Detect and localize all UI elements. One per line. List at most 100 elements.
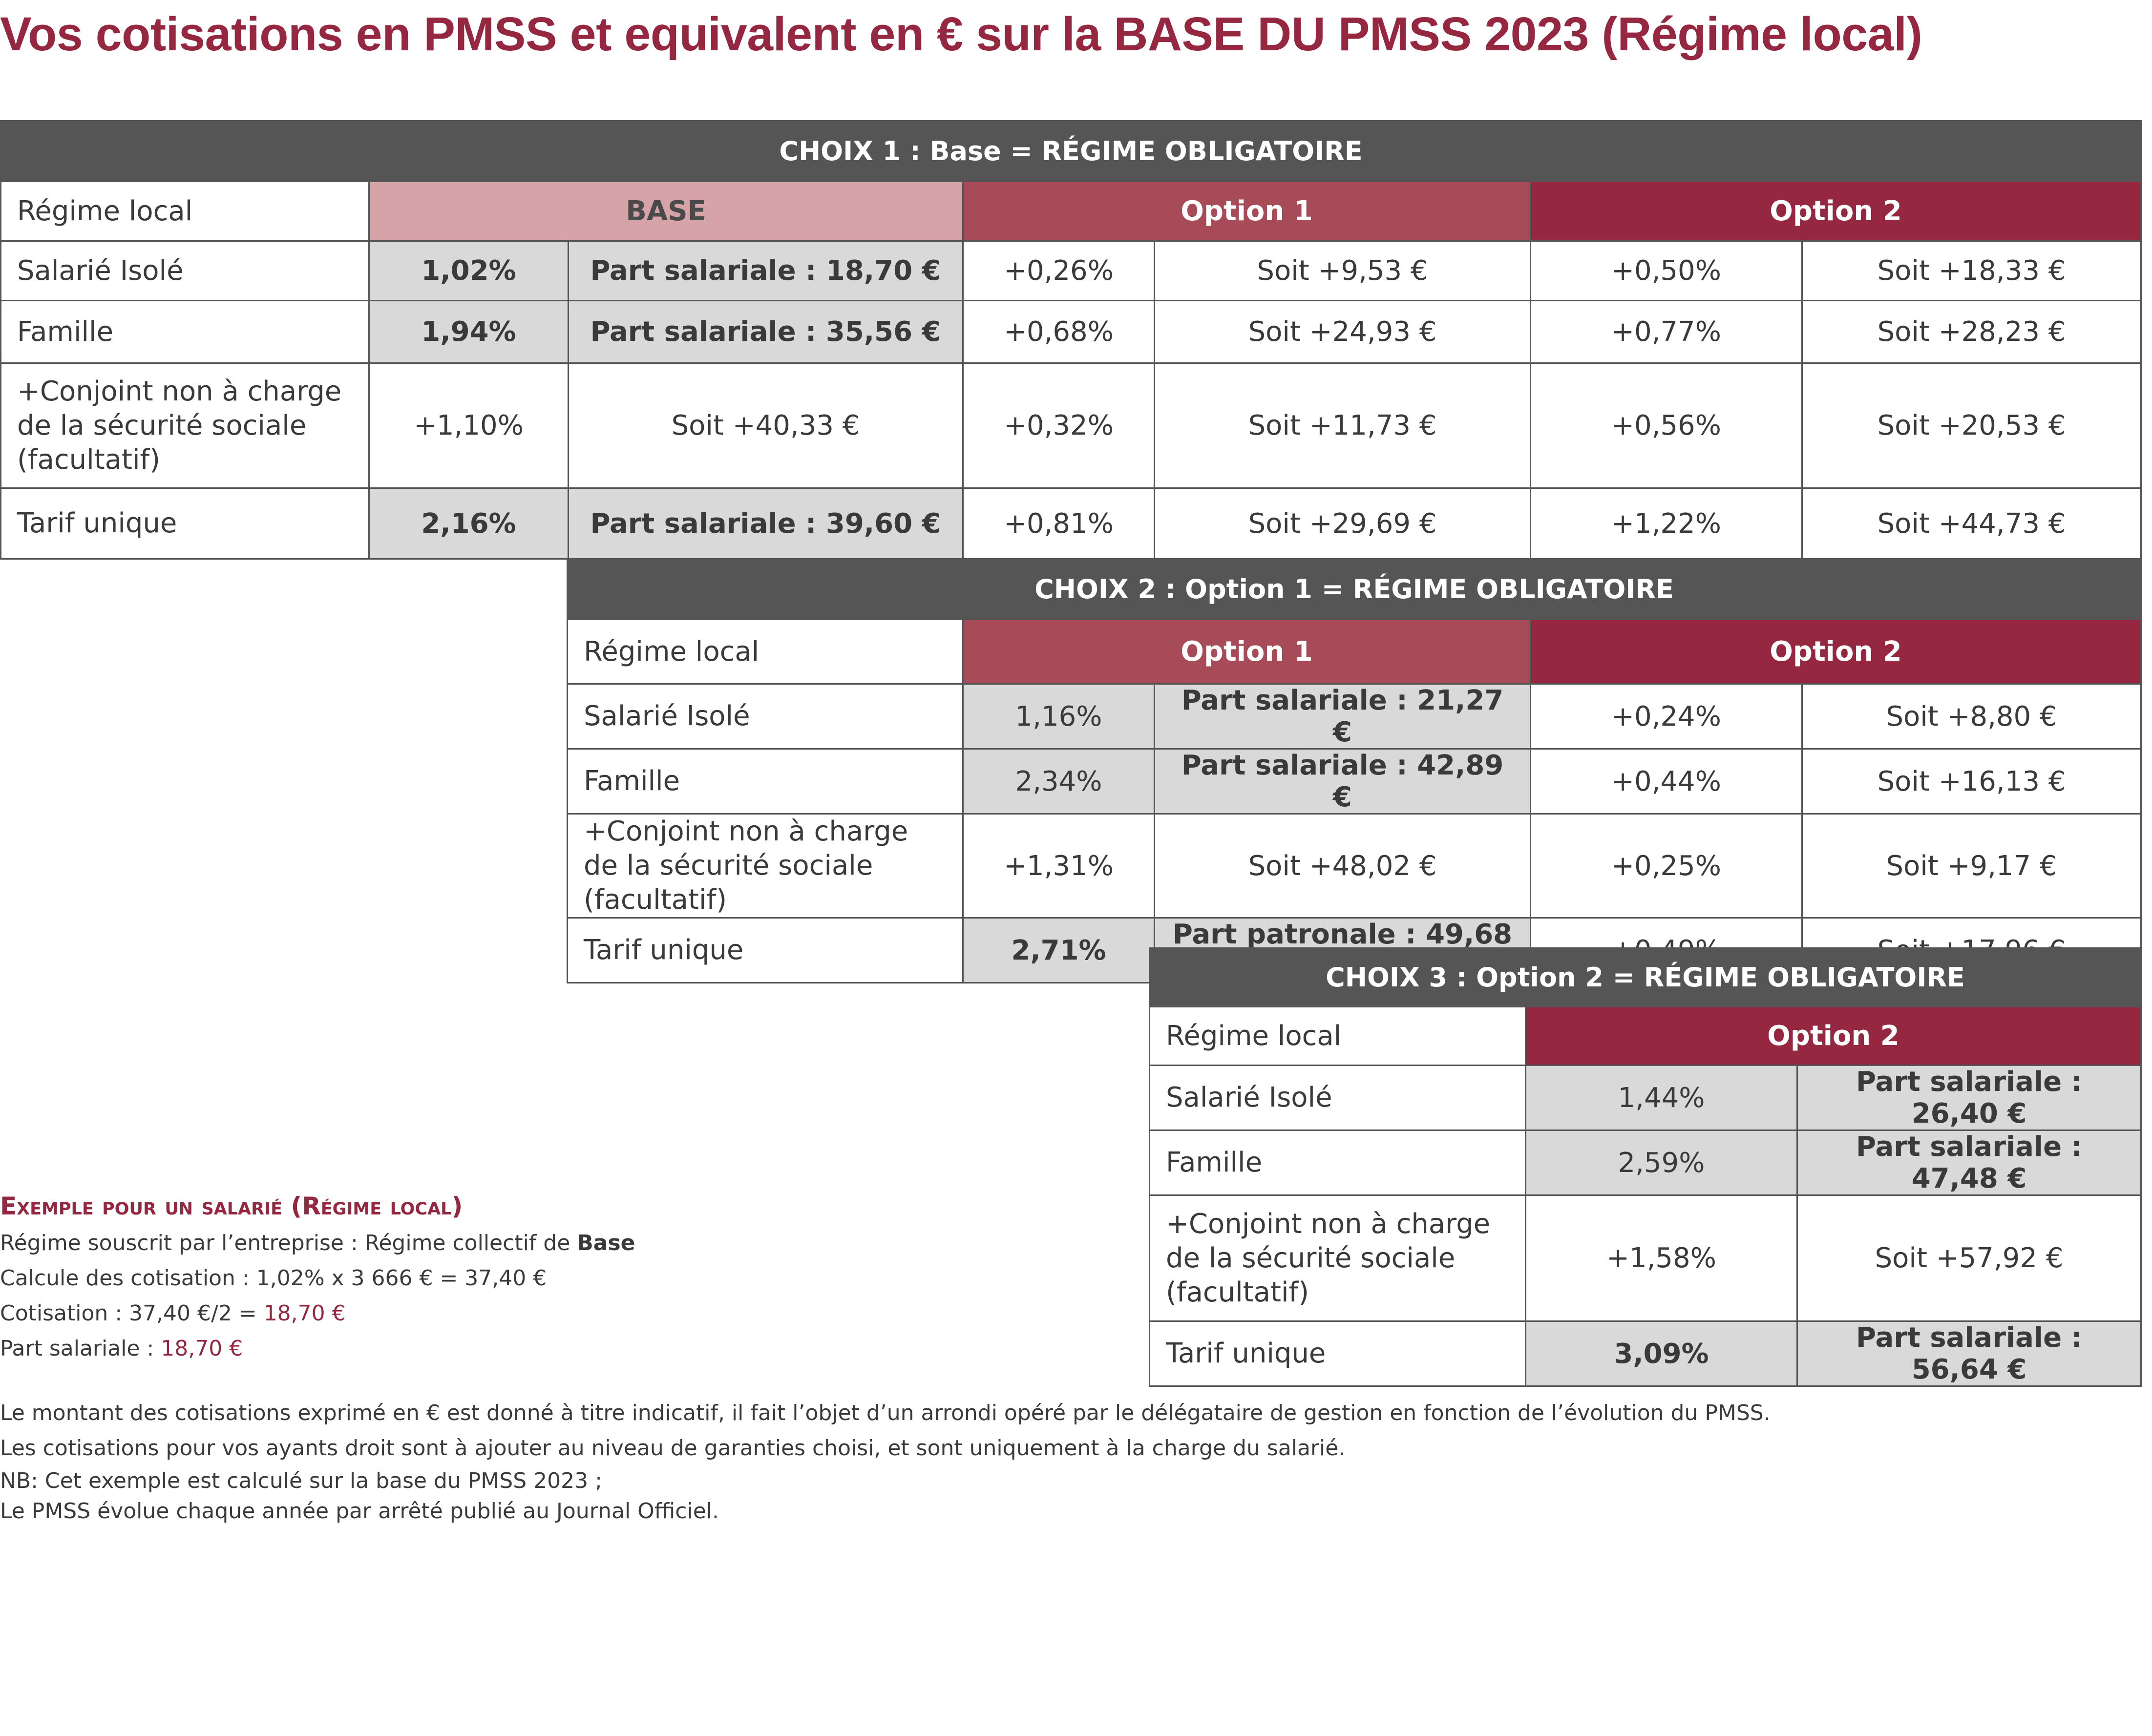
choix1-table: CHOIX 1 : Base = RÉGIME OBLIGATOIRE Régi… xyxy=(0,120,2142,560)
option1-pct: +0,26% xyxy=(962,240,1155,301)
example-value: 18,70 € xyxy=(161,1336,243,1361)
example-line-cotisation: Cotisation : 37,40 €/2 = 18,70 € xyxy=(0,1296,635,1331)
row-label: +Conjoint non à charge de la sécurité so… xyxy=(567,813,964,919)
table-row: Famille 2,34% Part salariale : 42,89 € +… xyxy=(567,748,2142,815)
option2-pct: +1,58% xyxy=(1525,1194,1798,1322)
example-line-regime: Régime souscrit par l’entreprise : Régim… xyxy=(0,1226,635,1261)
base-pct: 2,16% xyxy=(368,487,569,560)
base-pct: +1,10% xyxy=(368,362,569,489)
option2-pct: 1,44% xyxy=(1525,1065,1798,1131)
table-row: +Conjoint non à charge de la sécurité so… xyxy=(567,813,2142,919)
row-label: +Conjoint non à charge de la sécurité so… xyxy=(1149,1194,1526,1322)
option1-pct: 2,34% xyxy=(962,748,1155,815)
option1-pct: +1,31% xyxy=(962,813,1155,919)
table-row: Famille 1,94% Part salariale : 35,56 € +… xyxy=(0,300,2142,364)
choix1-header: CHOIX 1 : Base = RÉGIME OBLIGATOIRE xyxy=(0,120,2142,182)
note: Le montant des cotisations exprimé en € … xyxy=(0,1401,1771,1425)
row-label: Tarif unique xyxy=(0,487,370,560)
table-row: Famille 2,59% Part salariale : 47,48 € xyxy=(1149,1129,2142,1196)
option2-pct: +0,56% xyxy=(1530,362,1803,489)
base-pct: 1,94% xyxy=(368,300,569,364)
option1-eur: Part salariale : 21,27 € xyxy=(1154,683,1531,750)
base-eur: Soit +40,33 € xyxy=(568,362,964,489)
row-label: Salarié Isolé xyxy=(0,240,370,301)
option2-eur: Part salariale : 26,40 € xyxy=(1796,1065,2142,1131)
option2-pct: +0,25% xyxy=(1530,813,1803,919)
base-eur: Part salariale : 39,60 € xyxy=(568,487,964,560)
example-title: Exemple pour un salarié (Régime local) xyxy=(0,1192,463,1220)
option2-pct: +0,50% xyxy=(1530,240,1803,301)
row-label: Famille xyxy=(1149,1129,1526,1196)
option2-eur: Soit +8,80 € xyxy=(1801,683,2142,750)
option1-pct: +0,68% xyxy=(962,300,1155,364)
option2-pct: +0,77% xyxy=(1530,300,1803,364)
option2-eur: Soit +57,92 € xyxy=(1796,1194,2142,1322)
option1-eur: Soit +24,93 € xyxy=(1154,300,1531,364)
choix2-col-option2: Option 2 xyxy=(1529,619,2142,685)
option1-eur: Soit +48,02 € xyxy=(1154,813,1531,919)
row-label: +Conjoint non à charge de la sécurité so… xyxy=(0,362,370,489)
option1-pct: 1,16% xyxy=(962,683,1155,750)
example-line-calcul: Calcule des cotisation : 1,02% x 3 666 €… xyxy=(0,1266,547,1291)
row-label: Tarif unique xyxy=(1149,1320,1526,1387)
option2-eur: Soit +16,13 € xyxy=(1801,748,2142,815)
base-eur: Part salariale : 18,70 € xyxy=(568,240,964,301)
note: Le PMSS évolue chaque année par arrêté p… xyxy=(0,1499,719,1524)
footnotes: Le montant des cotisations exprimé en € … xyxy=(0,1396,1771,1527)
row-label: Salarié Isolé xyxy=(567,683,964,750)
option2-pct: +0,24% xyxy=(1530,683,1803,750)
table-row: Salarié Isolé 1,44% Part salariale : 26,… xyxy=(1149,1065,2142,1131)
option1-pct: +0,32% xyxy=(962,362,1155,489)
choix1-col-base: BASE xyxy=(368,181,964,242)
choix1-col-option1: Option 1 xyxy=(962,181,1531,242)
example-bold: Base xyxy=(577,1231,635,1255)
option2-pct: +0,44% xyxy=(1530,748,1803,815)
choix3-regime-label: Régime local xyxy=(1149,1006,1526,1066)
base-eur: Part salariale : 35,56 € xyxy=(568,300,964,364)
table-row: Tarif unique 3,09% Part salariale : 56,6… xyxy=(1149,1320,2142,1387)
option2-pct: 3,09% xyxy=(1525,1320,1798,1387)
row-label: Famille xyxy=(0,300,370,364)
option1-eur: Part salariale : 42,89 € xyxy=(1154,748,1531,815)
table-row: Salarié Isolé 1,02% Part salariale : 18,… xyxy=(0,240,2142,301)
example-value: 18,70 € xyxy=(263,1301,346,1326)
option2-eur: Soit +44,73 € xyxy=(1801,487,2142,560)
example-text: Cotisation : 37,40 €/2 = xyxy=(0,1301,264,1326)
choix2-header: CHOIX 2 : Option 1 = RÉGIME OBLIGATOIRE xyxy=(566,558,2142,620)
table-row: Tarif unique 2,16% Part salariale : 39,6… xyxy=(0,487,2142,560)
option2-eur: Part salariale : 47,48 € xyxy=(1796,1129,2142,1196)
row-label: Salarié Isolé xyxy=(1149,1065,1526,1131)
choix2-regime-label: Régime local xyxy=(567,619,964,685)
choix1-col-option2: Option 2 xyxy=(1529,181,2142,242)
option2-eur: Soit +9,17 € xyxy=(1801,813,2142,919)
choix2-col-option1: Option 1 xyxy=(962,619,1531,685)
option1-eur: Soit +9,53 € xyxy=(1154,240,1531,301)
option1-pct: 2,71% xyxy=(962,917,1155,983)
choix1-regime-label: Régime local xyxy=(0,181,370,242)
note: NB: Cet exemple est calculé sur la base … xyxy=(0,1468,602,1493)
table-row: Salarié Isolé 1,16% Part salariale : 21,… xyxy=(567,683,2142,750)
row-label: Famille xyxy=(567,748,964,815)
example-text: Régime souscrit par l’entreprise : Régim… xyxy=(0,1231,577,1255)
option2-pct: +1,22% xyxy=(1530,487,1803,560)
option2-eur: Part salariale : 56,64 € xyxy=(1796,1320,2142,1387)
page-title: Vos cotisations en PMSS et equivalent en… xyxy=(0,7,1922,61)
example-block: Exemple pour un salarié (Régime local) R… xyxy=(0,1187,635,1366)
choix3-col-option2: Option 2 xyxy=(1524,1006,2142,1066)
choix2-table: CHOIX 2 : Option 1 = RÉGIME OBLIGATOIRE … xyxy=(566,558,2142,983)
option2-eur: Soit +28,23 € xyxy=(1801,300,2142,364)
option1-eur: Soit +29,69 € xyxy=(1154,487,1531,560)
option1-pct: +0,81% xyxy=(962,487,1155,560)
table-row: +Conjoint non à charge de la sécurité so… xyxy=(0,362,2142,489)
option1-eur: Soit +11,73 € xyxy=(1154,362,1531,489)
table-row: +Conjoint non à charge de la sécurité so… xyxy=(1149,1194,2142,1322)
example-line-part: Part salariale : 18,70 € xyxy=(0,1331,635,1366)
base-pct: 1,02% xyxy=(368,240,569,301)
option2-eur: Soit +18,33 € xyxy=(1801,240,2142,301)
note: Les cotisations pour vos ayants droit so… xyxy=(0,1436,1346,1461)
choix3-table: CHOIX 3 : Option 2 = RÉGIME OBLIGATOIRE … xyxy=(1148,947,2142,1387)
choix3-header: CHOIX 3 : Option 2 = RÉGIME OBLIGATOIRE xyxy=(1148,947,2142,1007)
option2-eur: Soit +20,53 € xyxy=(1801,362,2142,489)
row-label: Tarif unique xyxy=(567,917,964,983)
option2-pct: 2,59% xyxy=(1525,1129,1798,1196)
